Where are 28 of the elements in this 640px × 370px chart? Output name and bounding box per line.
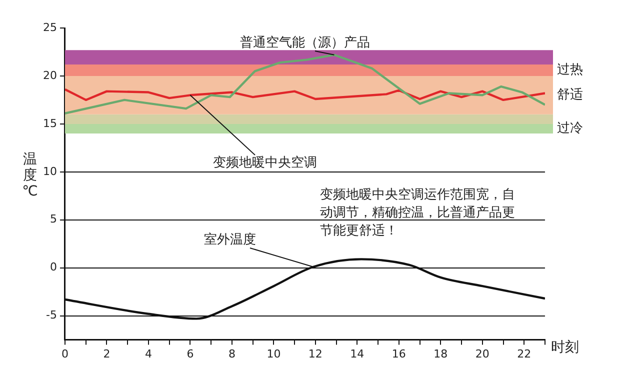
y-tick-label: -5 bbox=[46, 308, 57, 322]
x-tick-label: 20 bbox=[475, 347, 490, 360]
x-tick-label: 22 bbox=[517, 347, 532, 360]
band-label: 过冷 bbox=[557, 121, 583, 136]
x-tick-label: 0 bbox=[61, 347, 68, 360]
annotation: 变频地暖中央空调运作范围宽，自动调节，精确控温，比普通产品更节能更舒适！ bbox=[320, 186, 515, 238]
x-tick-label: 8 bbox=[228, 347, 236, 360]
x-tick-label: 10 bbox=[266, 347, 281, 360]
x-tick-label: 12 bbox=[308, 347, 322, 360]
y-tick-label: 10 bbox=[42, 164, 57, 178]
x-tick-label: 14 bbox=[350, 347, 364, 360]
x-tick-label: 4 bbox=[144, 347, 152, 360]
band-label: 过热 bbox=[557, 62, 583, 78]
series-label: 普通空气能（源）产品 bbox=[240, 34, 370, 50]
y-tick-label: 15 bbox=[42, 116, 57, 130]
y-tick-label: 5 bbox=[50, 212, 57, 226]
y-tick-label: 25 bbox=[42, 20, 57, 34]
y-tick-label: 20 bbox=[42, 68, 57, 82]
x-tick-label: 16 bbox=[392, 347, 406, 360]
x-axis-title: 时刻 bbox=[551, 339, 579, 356]
y-axis-title: 温度℃ bbox=[22, 152, 38, 200]
x-tick-label: 6 bbox=[186, 347, 194, 360]
x-tick-label: 18 bbox=[434, 347, 448, 360]
x-tick-label: 2 bbox=[103, 347, 110, 360]
text: 室外温度 bbox=[204, 231, 256, 248]
band-label: 舒适 bbox=[557, 88, 583, 103]
y-tick-label: 0 bbox=[50, 260, 57, 274]
text: 变频地暖中央空调 bbox=[213, 155, 317, 170]
